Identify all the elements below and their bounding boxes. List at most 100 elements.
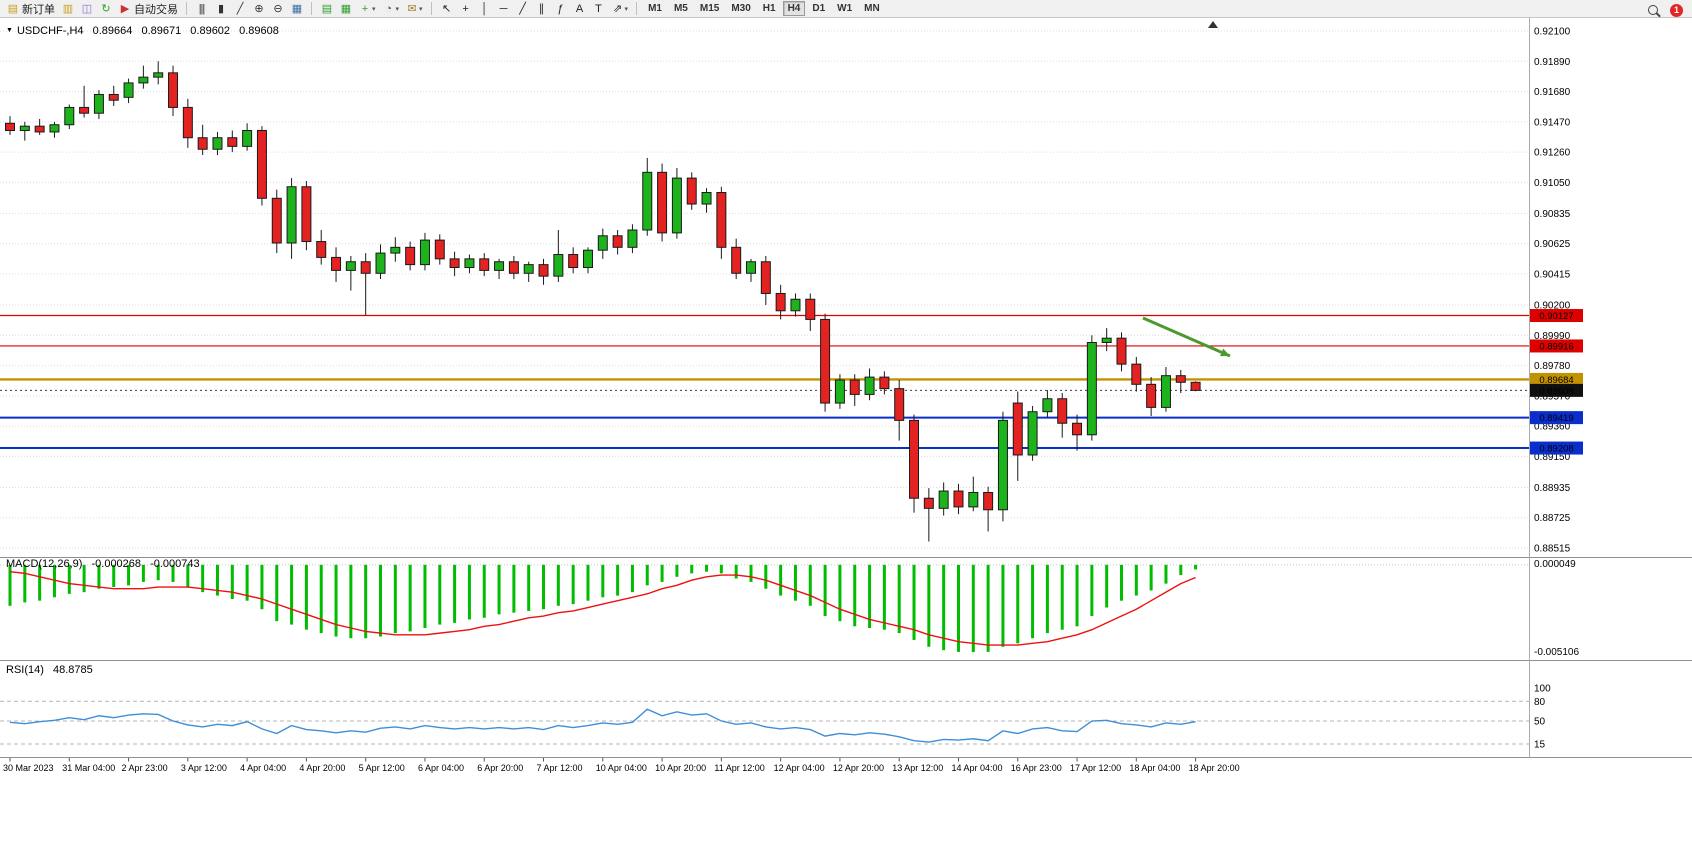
timeframe-w1-button[interactable]: W1 [837,3,853,14]
rsi-line [9,708,1196,743]
periods-icon: ◔ [385,2,392,15]
bull-candle [627,229,638,248]
macd-histogram-bar [275,564,279,622]
timeframe-h4-button[interactable]: H4 [782,1,806,16]
macd-histogram-bar [1090,564,1094,617]
search-icon [1648,5,1658,15]
channel-button[interactable]: ∥ [533,1,550,17]
autotrading-button[interactable]: ▶ 自动交易 [116,1,180,17]
time-label: 2 Apr 23:00 [122,763,168,773]
templates-button[interactable]: ✉ ▾ [403,1,425,17]
trend-arrow-annotation[interactable] [1142,316,1231,358]
new-chart-button[interactable]: ▥ [59,1,76,17]
timeframe-m5-button[interactable]: M5 [673,3,688,14]
bear-candle [449,258,460,269]
zoom-out-button[interactable]: ⊖ [269,1,286,17]
timeframe-m1-button[interactable]: M1 [648,3,662,14]
arrows-button[interactable]: ⇗ ▾ [609,1,631,17]
periods-button[interactable]: ◔ ▾ [380,1,402,17]
data-window-button[interactable]: ▤ [318,1,335,17]
cursor-button[interactable]: ↖ [438,1,455,17]
candlestick-chart-icon: ▮ [217,2,224,15]
zoom-in-button[interactable]: ⊕ [250,1,267,17]
text-label-button[interactable]: T [590,1,607,17]
bear-candle [849,379,860,395]
chart-shift-marker[interactable] [1208,21,1218,28]
bull-candle [1042,398,1053,413]
price-tick-label: 0.88515 [1534,544,1571,555]
time-label: 30 Mar 2023 [3,763,54,773]
refresh-button[interactable]: ↻ [97,1,114,17]
current-price-badge-text: 0.89608 [1539,386,1573,397]
tile-windows-icon: ▦ [291,2,302,15]
new-order-icon: ▤ [7,2,18,15]
profiles-button[interactable]: ◫ [78,1,95,17]
macd-histogram-bar [645,564,649,586]
notifications-button[interactable]: 1 [1668,2,1685,18]
time-label: 11 Apr 12:00 [714,763,764,773]
cursor-icon: ↖ [441,2,451,15]
timeframe-group: M1 M5 M15 M30 H1 H4 D1 W1 MN [642,1,886,16]
macd-histogram-bar [956,564,960,652]
bull-candle [523,264,534,274]
macd-histogram-bar [127,564,131,586]
symbol-dropdown-icon[interactable]: ▼ [6,27,13,34]
navigator-button[interactable]: ▦ [337,1,354,17]
bear-candle [301,186,312,243]
timeframe-m30-button[interactable]: M30 [731,3,751,14]
support-line-1-badge [1530,411,1583,425]
rsi-axis-label: 100 [1534,684,1551,695]
macd-histogram-bar [1194,564,1198,570]
fibonacci-button[interactable]: ƒ [552,1,569,17]
macd-histogram-bar [868,564,872,628]
toolbar-separator [636,2,638,15]
macd-histogram-bar [912,564,916,640]
trendline-button[interactable]: ╱ [514,1,531,17]
macd-histogram-bar [556,564,560,606]
horizontal-line-button[interactable]: ─ [495,1,512,17]
timeframe-m15-button[interactable]: M15 [699,3,720,14]
chart-canvas[interactable]: 0.92100 0.91890 0.91680 0.91470 0.91260 0.910… [0,18,1692,844]
bear-candle [1057,398,1068,424]
search-button[interactable] [1646,2,1660,18]
macd-histogram-bar [527,564,531,611]
text-button[interactable]: A [571,1,588,17]
indicators-button[interactable]: + ▾ [356,1,378,17]
macd-histogram-bar [882,564,886,630]
bear-candle [316,241,327,258]
timeframe-h1-button[interactable]: H1 [762,3,776,14]
trendline-icon: ╱ [519,2,526,15]
horizontal-line-icon: ─ [499,2,508,15]
bear-candle [508,261,519,274]
vertical-line-button[interactable]: │ [476,1,493,17]
new-order-button[interactable]: ▤ 新订单 [4,1,57,17]
tile-windows-button[interactable]: ▦ [288,1,305,17]
crosshair-button[interactable]: + [457,1,474,17]
macd-histogram-bar [749,564,753,582]
macd-histogram-bar [571,564,575,605]
bear-candle [983,491,994,511]
macd-histogram-bar [334,564,338,637]
resistance-line-1-badge [1530,309,1583,323]
bull-candle [997,419,1008,511]
time-label: 12 Apr 04:00 [774,763,825,773]
candlestick-chart-button[interactable]: ▮ [212,1,229,17]
bull-candle [494,261,505,271]
pivot-gold-line-badge [1530,372,1583,386]
macd-histogram-bar [393,564,397,634]
crosshair-icon: + [462,2,468,15]
bear-candle [657,171,668,234]
macd-histogram-bar [141,564,145,582]
macd-histogram-bar [349,564,353,639]
macd-histogram-bar [379,564,382,637]
line-chart-button[interactable]: ╱ [231,1,248,17]
macd-histogram-bar [97,564,101,589]
chart-plot-area[interactable] [0,18,1529,757]
timeframe-mn-button[interactable]: MN [864,3,880,14]
macd-histogram-bar [408,564,412,632]
timeframe-d1-button[interactable]: D1 [812,3,826,14]
macd-histogram-bar [1120,564,1123,601]
macd-histogram-bar [942,564,946,651]
bar-chart-button[interactable]: ||| [193,1,210,17]
templates-icon: ✉ [407,2,416,15]
